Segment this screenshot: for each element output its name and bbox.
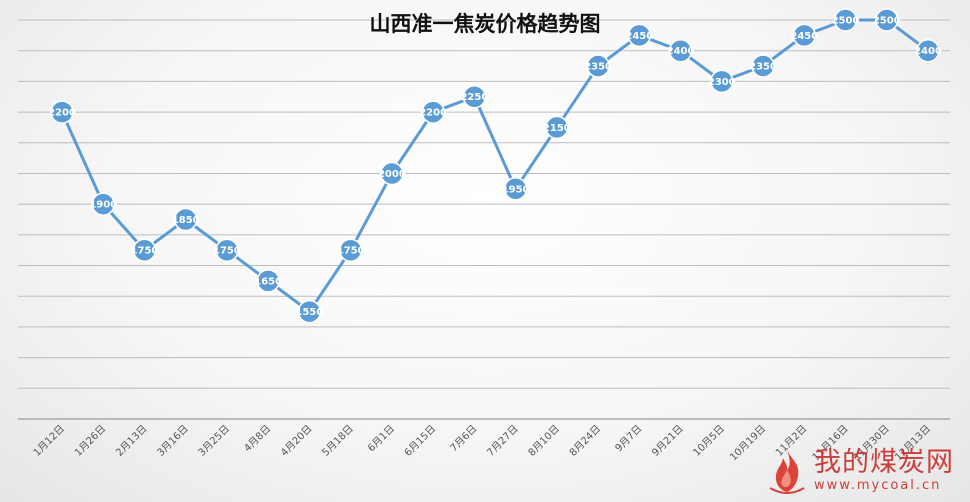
chart-title: 山西准一焦炭价格趋势图	[370, 11, 601, 36]
x-tick-label: 7月27日	[485, 423, 521, 459]
data-label: 1900	[89, 200, 117, 211]
data-label: 1850	[172, 215, 200, 226]
data-point	[668, 38, 693, 63]
x-tick-label: 9月21日	[650, 423, 686, 459]
x-tick-label: 6月1日	[365, 423, 397, 455]
data-label: 2500	[873, 16, 901, 27]
data-label: 2200	[48, 108, 76, 119]
marker-layer: 2200 1900 1750 1850 1750 1650 1550 1750 2000 2200…	[48, 8, 942, 324]
data-label: 1950	[502, 184, 530, 195]
data-label: 2350	[584, 62, 612, 73]
x-tick-label: 6月15日	[402, 423, 438, 459]
x-tick-label: 3月16日	[155, 423, 191, 459]
x-tick-label: 5月18日	[320, 423, 356, 459]
data-label: 2400	[914, 46, 942, 57]
x-tick-label: 4月20日	[278, 423, 314, 459]
data-point	[875, 8, 899, 32]
data-point	[50, 100, 74, 124]
flame-logo-icon	[769, 450, 805, 494]
data-label: 2500	[832, 16, 860, 27]
data-point	[586, 54, 610, 78]
data-point	[132, 238, 157, 262]
data-label: 2450	[625, 31, 653, 42]
data-point	[380, 161, 404, 186]
data-label: 2300	[708, 77, 736, 88]
data-point	[627, 23, 652, 48]
data-point	[462, 84, 487, 109]
data-label: 2350	[749, 62, 777, 73]
x-tick-label: 7月6日	[448, 423, 480, 455]
x-tick-label: 8月24日	[567, 423, 603, 459]
data-label: 2400	[667, 46, 695, 57]
watermark-site-url: www.mycoal.cn	[814, 478, 942, 493]
data-point	[751, 54, 775, 78]
data-point	[338, 238, 363, 262]
x-tick-label: 3月25日	[196, 423, 232, 459]
data-label: 2000	[378, 169, 406, 180]
data-point	[545, 115, 569, 140]
x-tick-label: 1月12日	[31, 423, 67, 459]
data-point	[792, 23, 817, 48]
watermark-site-name: 我的煤炭网	[814, 447, 954, 478]
x-tick-label: 4月8日	[242, 423, 274, 455]
data-label: 2200	[419, 108, 447, 119]
data-label: 1750	[213, 246, 241, 257]
price-series-line	[60, 18, 929, 314]
data-point	[503, 177, 528, 201]
data-point	[710, 69, 734, 94]
x-tick-label: 2月13日	[113, 423, 149, 459]
data-point	[916, 38, 940, 63]
data-point	[173, 207, 198, 232]
x-tick-label: 10月19日	[728, 423, 769, 464]
data-point	[91, 192, 115, 216]
data-point	[215, 238, 239, 262]
grid-layer	[18, 19, 950, 389]
data-point	[421, 100, 445, 124]
x-tick-label: 10月5日	[691, 423, 727, 459]
data-point	[297, 299, 322, 324]
data-point	[256, 269, 280, 293]
data-label: 2450	[790, 31, 818, 42]
x-tick-label: 1月26日	[72, 423, 108, 459]
x-tick-label: 9月7日	[613, 423, 645, 455]
x-tick-label: 8月10日	[526, 423, 562, 459]
data-label: 1750	[337, 246, 365, 257]
data-label: 1750	[131, 246, 159, 257]
watermark-logo: 我的煤炭网 www.mycoal.cn	[766, 448, 954, 494]
data-label: 1550	[296, 307, 324, 318]
data-label: 2250	[460, 92, 488, 103]
data-label: 2150	[543, 123, 571, 134]
data-point	[833, 8, 858, 32]
data-label: 1650	[254, 276, 282, 287]
